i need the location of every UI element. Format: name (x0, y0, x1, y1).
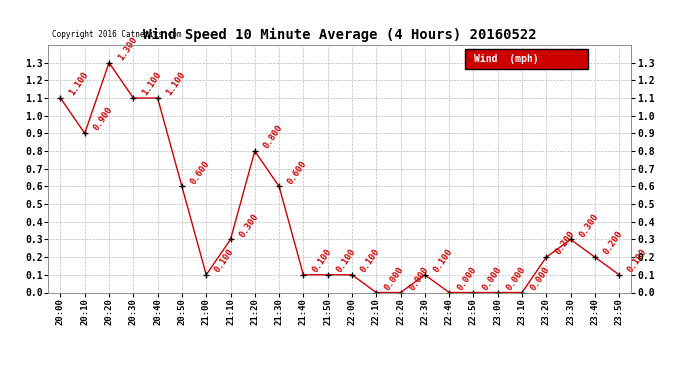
Text: 0.100: 0.100 (432, 247, 455, 274)
Text: 0.000: 0.000 (408, 264, 431, 292)
Text: 0.100: 0.100 (335, 247, 357, 274)
Text: 0.300: 0.300 (578, 211, 600, 238)
Text: 1.100: 1.100 (140, 70, 163, 97)
Text: 1.100: 1.100 (68, 70, 90, 97)
Text: 0.100: 0.100 (359, 247, 382, 274)
Title: Wind Speed 10 Minute Average (4 Hours) 20160522: Wind Speed 10 Minute Average (4 Hours) 2… (143, 28, 537, 42)
Text: 1.100: 1.100 (165, 70, 188, 97)
Text: 0.200: 0.200 (553, 229, 576, 256)
Text: 0.800: 0.800 (262, 123, 284, 150)
Text: 1.300: 1.300 (116, 35, 139, 62)
Text: 0.000: 0.000 (480, 264, 503, 292)
Text: Copyright 2016 Catnetics.com: Copyright 2016 Catnetics.com (52, 30, 181, 39)
Text: 0.600: 0.600 (189, 159, 212, 186)
Text: 0.000: 0.000 (504, 264, 527, 292)
Text: 0.000: 0.000 (529, 264, 552, 292)
Text: 0.300: 0.300 (237, 211, 260, 238)
Text: 0.100: 0.100 (626, 247, 649, 274)
Text: 0.000: 0.000 (383, 264, 406, 292)
Text: 0.600: 0.600 (286, 159, 309, 186)
Text: Wind  (mph): Wind (mph) (474, 54, 539, 64)
Text: 0.900: 0.900 (92, 105, 115, 133)
Text: 0.000: 0.000 (456, 264, 479, 292)
Text: 0.200: 0.200 (602, 229, 624, 256)
Text: 0.100: 0.100 (310, 247, 333, 274)
Text: 0.100: 0.100 (213, 247, 236, 274)
FancyBboxPatch shape (465, 49, 588, 69)
